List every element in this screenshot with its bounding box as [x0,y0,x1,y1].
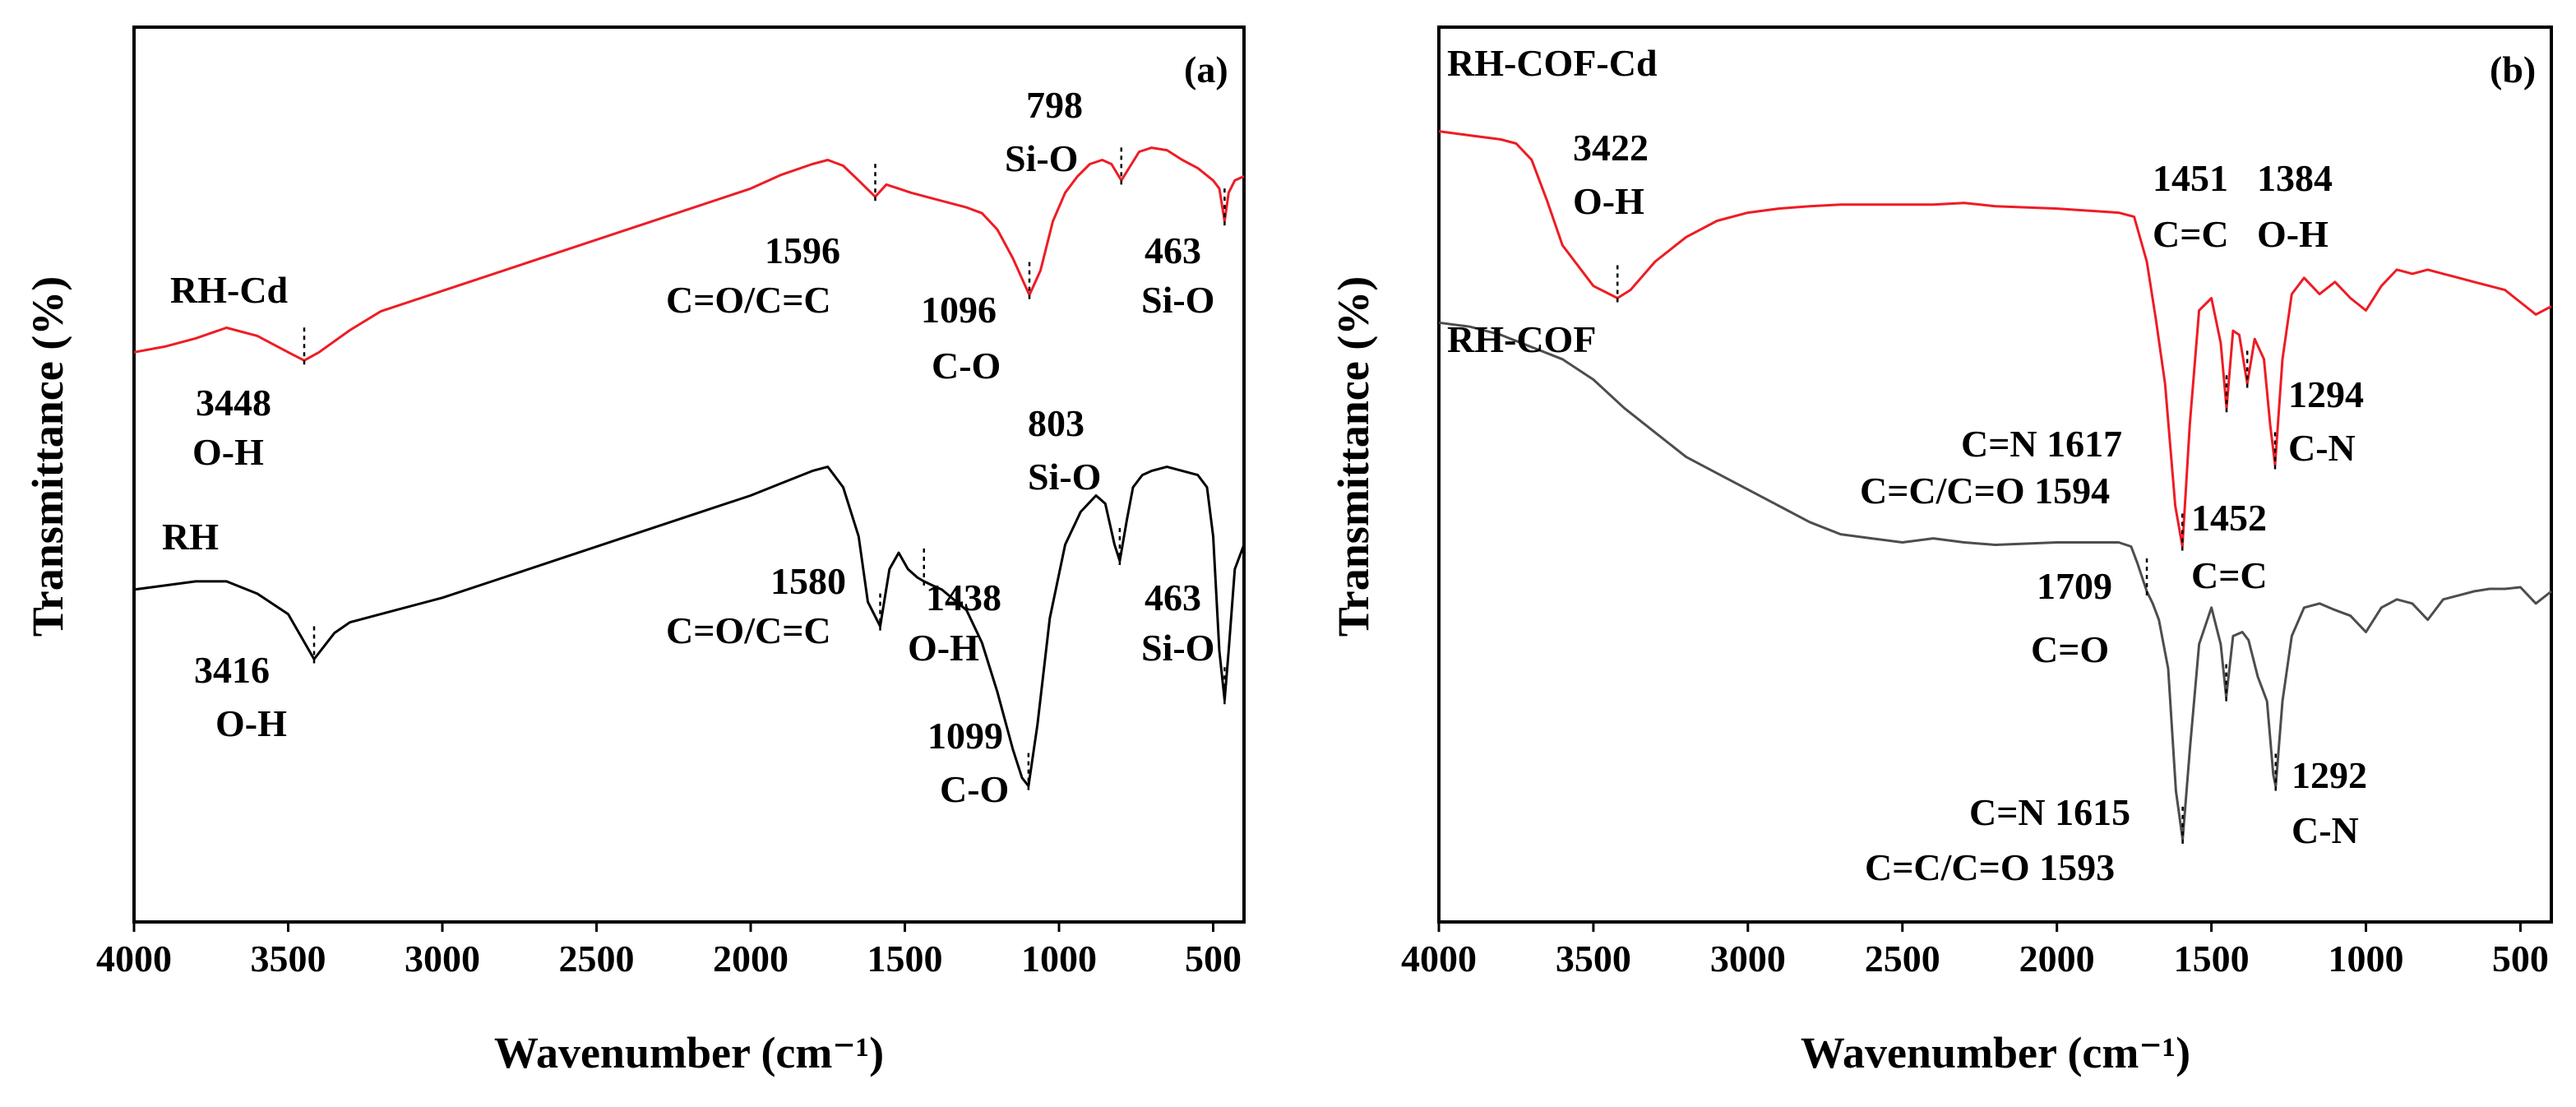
peak-guides-b [1616,265,2278,848]
plot-frame-a [132,25,1246,924]
peak-label-463-rh-cd: 463 [1145,229,1201,271]
panel-label-a: (a) [1184,49,1228,90]
series-group-a [133,146,1246,788]
assignment-co-1709: C=O [2031,628,2109,670]
peak-label-cc-co-1594: C=C/C=O 1594 [1860,470,2110,512]
assignment-co-cc-1596: C=O/C=C [666,279,831,321]
assignment-sio-463-rh-cd: Si-O [1141,279,1214,321]
x-tick-label: 1000 [1021,938,1097,980]
assignment-oh-3416: O-H [215,702,287,744]
panel-label-b: (b) [2490,49,2536,90]
peak-label-463-rh: 463 [1145,577,1201,618]
assignment-oh-3422: O-H [1573,180,1644,222]
x-tick-label: 1500 [867,938,943,980]
peak-label-1452: 1452 [2191,497,2267,539]
assignment-oh-3448: O-H [192,431,264,473]
y-axis-label-b: Transmittance (%) [1329,276,1378,637]
x-tick-label: 3000 [1710,938,1786,980]
x-tick-label: 2500 [1865,938,1940,980]
peak-label-1099: 1099 [927,715,1003,757]
x-tick-label: 2000 [713,938,789,980]
peak-label-1580: 1580 [770,560,846,602]
x-tick-label: 500 [2492,938,2549,980]
series-label-rh-cd: RH-Cd [170,269,289,311]
x-tick-label: 1500 [2174,938,2250,980]
x-tick-label: 3000 [405,938,480,980]
peak-label-1294: 1294 [2288,373,2364,415]
peak-label-1709: 1709 [2037,565,2112,607]
series-label-rh: RH [162,516,219,558]
panel-a: 4000 3500 3000 2500 2000 1500 1000 500 (a) Wave… [23,25,1246,1077]
assignment-sio-463-rh: Si-O [1141,627,1214,669]
x-ticks-b: 4000 3500 3000 2500 2000 1500 1000 500 [1401,922,2549,980]
assignment-oh-1438: O-H [908,627,979,669]
peak-label-1292: 1292 [2292,754,2367,796]
assignment-cn-1292: C-N [2292,809,2359,851]
assignment-cn-1294: C-N [2288,427,2356,469]
peak-label-1384: 1384 [2257,157,2333,199]
x-tick-label: 3500 [1556,938,1631,980]
peak-label-3422: 3422 [1573,127,1649,169]
assignment-cc-1451: C=C [2153,213,2229,255]
assignment-sio-803: Si-O [1028,456,1101,498]
peak-label-1438: 1438 [926,577,1001,618]
peak-label-1451: 1451 [2153,157,2228,199]
series-group-b [1438,130,2552,841]
peak-label-3416: 3416 [194,649,270,691]
peak-label-1596: 1596 [765,229,840,271]
series-label-rh-cof: RH-COF [1447,318,1596,360]
series-line-rh-cof-cd [1438,130,2552,548]
assignment-oh-1384: O-H [2257,213,2329,255]
x-tick-label: 2000 [2019,938,2095,980]
series-line-rh-cd [133,146,1245,362]
peak-label-3448: 3448 [196,382,271,424]
x-axis-label-b: Wavenumber (cm⁻¹) [1801,1028,2190,1077]
assignment-sio-798: Si-O [1005,137,1078,179]
panel-b: 4000 3500 3000 2500 2000 1500 1000 500 (b) Wave… [1329,25,2553,1077]
x-tick-label: 3500 [251,938,326,980]
assignment-cc-1452: C=C [2191,554,2268,596]
assignment-co-1096: C-O [932,345,1001,387]
x-axis-label-a: Wavenumber (cm⁻¹) [494,1028,884,1077]
y-axis-label-a: Transmittance (%) [23,276,72,637]
peak-label-1096: 1096 [921,289,997,331]
assignment-co-cc-1580: C=O/C=C [666,609,831,651]
peak-label-cn-1615: C=N 1615 [1969,791,2130,833]
x-ticks-a: 4000 3500 3000 2500 2000 1500 1000 500 [96,922,1242,980]
x-tick-label: 2500 [559,938,635,980]
peak-label-803: 803 [1028,402,1085,444]
series-label-rh-cof-cd: RH-COF-Cd [1447,42,1658,84]
x-tick-label: 4000 [96,938,172,980]
x-tick-label: 1000 [2329,938,2404,980]
x-tick-label: 500 [1185,938,1242,980]
peak-guides-a [303,147,1226,794]
peak-label-798: 798 [1026,84,1083,126]
plot-frame-b [1437,25,2553,924]
series-line-rh-cof [1438,321,2552,841]
series-line-rh [133,465,1246,788]
x-tick-label: 4000 [1401,938,1477,980]
peak-label-cn-1617: C=N 1617 [1961,423,2122,465]
peak-label-cc-co-1593: C=C/C=O 1593 [1865,846,2115,888]
assignment-co-1099: C-O [940,768,1009,810]
